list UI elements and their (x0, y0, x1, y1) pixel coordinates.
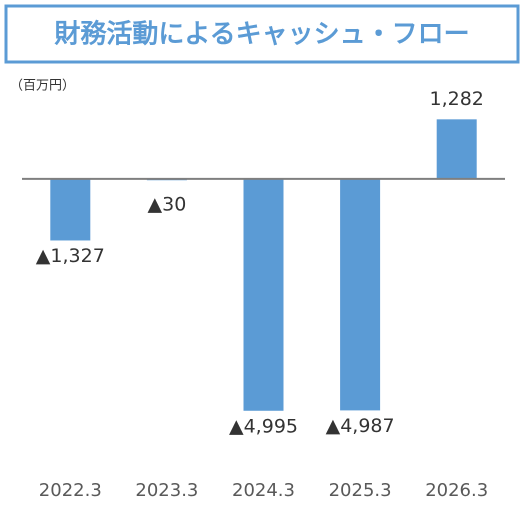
value-label: ▲4,995 (229, 415, 298, 437)
bar (50, 178, 91, 241)
bar (340, 178, 381, 411)
value-label: ▲4,987 (326, 415, 395, 437)
chart-title: 財務活動によるキャッシュ・フロー (54, 20, 469, 50)
value-label: ▲1,327 (36, 245, 105, 267)
value-label: ▲30 (148, 193, 187, 215)
x-tick-label: 2024.3 (232, 480, 295, 501)
unit-label: （百万円） (10, 79, 75, 94)
x-tick-label: 2025.3 (329, 480, 392, 501)
x-tick-label: 2022.3 (39, 480, 102, 501)
bar (243, 178, 284, 411)
title-box (4, 4, 520, 64)
bar (436, 119, 477, 179)
x-tick-label: 2023.3 (135, 480, 198, 501)
x-tick-label: 2026.3 (425, 480, 488, 501)
value-label: 1,282 (429, 88, 483, 110)
